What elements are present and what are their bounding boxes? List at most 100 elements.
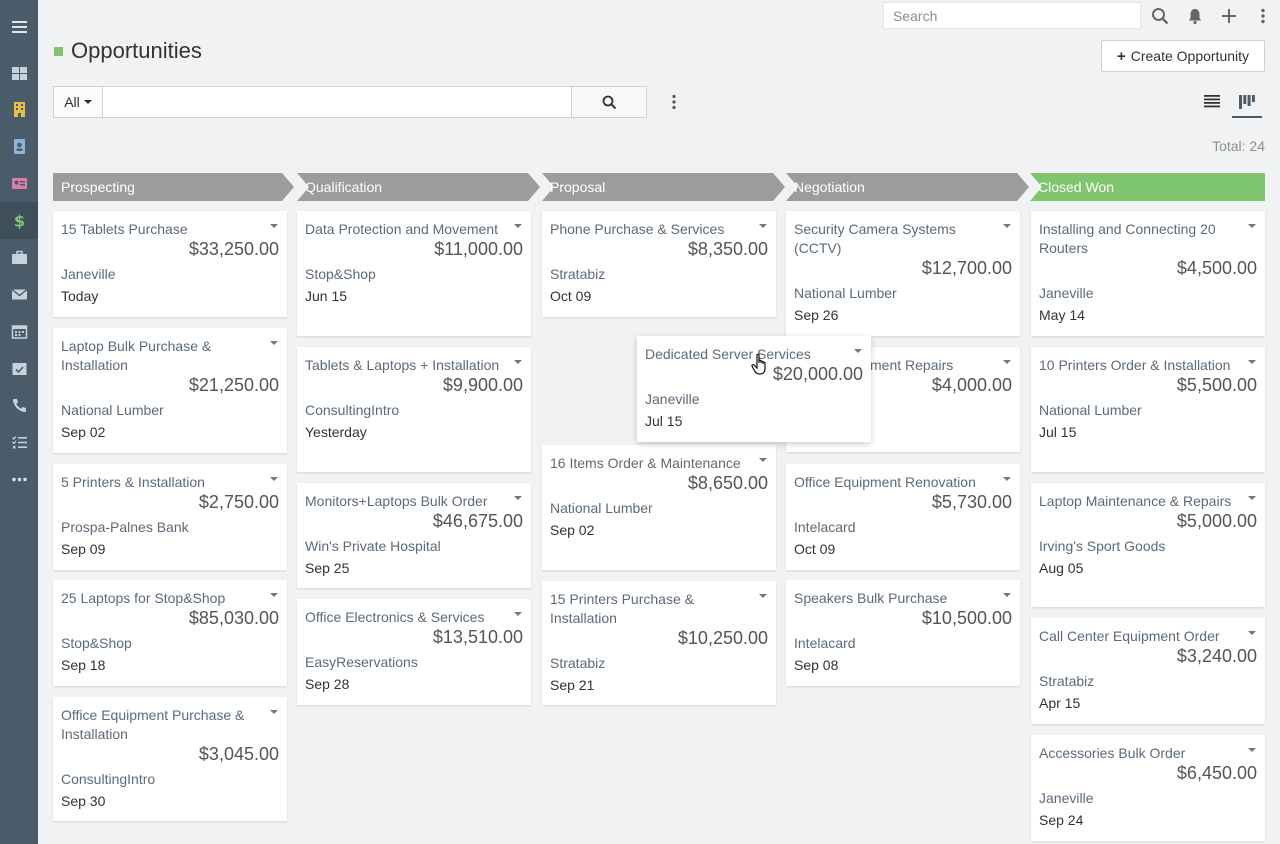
card-menu-caret-icon[interactable] [1003,593,1011,597]
card-name[interactable]: Security Camera Systems (CCTV) [794,221,956,256]
opportunity-card[interactable]: Installing and Connecting 20 Routers $4,… [1031,211,1265,336]
card-name[interactable]: Office Equipment Renovation [794,474,976,490]
contact-icon[interactable] [0,128,38,165]
card-menu-caret-icon[interactable] [270,710,278,714]
search-icon[interactable] [1150,6,1170,26]
card-menu-caret-icon[interactable] [270,341,278,345]
card-menu-caret-icon[interactable] [1248,496,1256,500]
card-account[interactable]: Intelacard [794,635,856,651]
card-name[interactable]: Installing and Connecting 20 Routers [1039,221,1216,256]
card-account[interactable]: Janeville [645,391,700,407]
card-name[interactable]: Data Protection and Movement [305,221,498,237]
dashboard-icon[interactable] [0,55,38,92]
opportunity-card[interactable]: 16 Items Order & Maintenance $8,650.00 N… [542,445,776,570]
kanban-view-icon[interactable] [1232,88,1262,118]
card-menu-caret-icon[interactable] [270,477,278,481]
plus-icon[interactable] [1219,6,1239,26]
opportunity-card[interactable]: 15 Printers Purchase & Installation $10,… [542,581,776,705]
kebab-menu-icon[interactable] [1253,6,1273,26]
opportunity-card[interactable]: Monitors+Laptops Bulk Order $46,675.00 W… [297,483,531,588]
filter-text-input[interactable] [103,87,571,117]
card-account[interactable]: Stratabiz [1039,673,1095,689]
card-name[interactable]: Office Electronics & Services [305,609,485,625]
card-name[interactable]: Dedicated Server Services [645,346,811,362]
dragging-opportunity-card[interactable]: Dedicated Server Services $20,000.00 Jan… [637,336,871,442]
card-menu-caret-icon[interactable] [514,496,522,500]
card-menu-caret-icon[interactable] [1003,477,1011,481]
opportunity-card[interactable]: Speakers Bulk Purchase $10,500.00 Intela… [786,580,1020,686]
opportunity-card[interactable]: Office Electronics & Services $13,510.00… [297,599,531,705]
card-account[interactable]: National Lumber [61,402,164,418]
opportunity-card[interactable]: Phone Purchase & Services $8,350.00 Stra… [542,211,776,317]
card-account[interactable]: ConsultingIntro [305,402,400,418]
filter-options-kebab-icon[interactable] [670,92,678,112]
hamburger-menu-icon[interactable] [0,8,38,45]
card-account[interactable]: Win's Private Hospital [305,538,441,554]
bell-icon[interactable] [1185,6,1205,26]
filter-scope-dropdown[interactable]: All [54,87,103,117]
card-menu-caret-icon[interactable] [759,224,767,228]
card-account[interactable]: Prospa-Palnes Bank [61,519,189,535]
phone-icon[interactable] [0,387,38,424]
card-account[interactable]: Stop&Shop [305,266,376,282]
card-menu-caret-icon[interactable] [514,224,522,228]
card-name[interactable]: Laptop Bulk Purchase & Installation [61,338,212,373]
opportunity-card[interactable]: Security Camera Systems (CCTV) $12,700.0… [786,211,1020,336]
card-name[interactable]: Monitors+Laptops Bulk Order [305,493,488,509]
briefcase-icon[interactable] [0,239,38,276]
card-menu-caret-icon[interactable] [1248,360,1256,364]
calendar-icon[interactable] [0,313,38,350]
card-account[interactable]: Stratabiz [550,266,606,282]
card-menu-caret-icon[interactable] [1003,360,1011,364]
card-menu-caret-icon[interactable] [1248,224,1256,228]
opportunity-card[interactable]: Office Equipment Purchase & Installation… [53,697,287,821]
opportunity-card[interactable]: Call Center Equipment Order $3,240.00 St… [1031,618,1265,724]
card-name[interactable]: 5 Printers & Installation [61,474,205,490]
card-account[interactable]: Janeville [1039,285,1094,301]
card-account[interactable]: Intelacard [794,519,856,535]
card-account[interactable]: ConsultingIntro [61,771,156,787]
card-name[interactable]: 10 Printers Order & Installation [1039,357,1231,373]
opportunity-card[interactable]: Laptop Bulk Purchase & Installation $21,… [53,328,287,453]
card-name[interactable]: Accessories Bulk Order [1039,745,1186,761]
card-account[interactable]: EasyReservations [305,654,418,670]
calendar-check-icon[interactable] [0,350,38,387]
card-menu-caret-icon[interactable] [270,593,278,597]
opportunity-card[interactable]: Tablets & Laptops + Installation $9,900.… [297,347,531,472]
building-icon[interactable] [0,91,38,128]
opportunity-card[interactable]: 5 Printers & Installation $2,750.00 Pros… [53,464,287,570]
filter-search-button[interactable] [571,87,646,117]
opportunity-card[interactable]: 10 Printers Order & Installation $5,500.… [1031,347,1265,472]
card-name[interactable]: Tablets & Laptops + Installation [305,357,500,373]
card-account[interactable]: Janeville [1039,790,1094,806]
card-account[interactable]: National Lumber [794,285,897,301]
opportunity-card[interactable]: Data Protection and Movement $11,000.00 … [297,211,531,336]
card-name[interactable]: 16 Items Order & Maintenance [550,455,741,471]
card-menu-caret-icon[interactable] [1003,224,1011,228]
card-menu-caret-icon[interactable] [514,612,522,616]
dollar-icon[interactable]: $ [0,202,38,239]
card-account[interactable]: National Lumber [550,500,653,516]
card-account[interactable]: Stop&Shop [61,635,132,651]
global-search-input[interactable] [883,2,1141,29]
card-name[interactable]: 15 Tablets Purchase [61,221,188,237]
card-name[interactable]: 15 Printers Purchase & Installation [550,591,694,626]
card-account[interactable]: Stratabiz [550,655,606,671]
card-name[interactable]: Phone Purchase & Services [550,221,725,237]
id-card-icon[interactable] [0,165,38,202]
card-menu-caret-icon[interactable] [514,360,522,364]
card-name[interactable]: Speakers Bulk Purchase [794,590,948,606]
card-name[interactable]: Office Equipment Purchase & Installation [61,707,245,742]
card-name[interactable]: 25 Laptops for Stop&Shop [61,590,226,606]
opportunity-card[interactable]: 25 Laptops for Stop&Shop $85,030.00 Stop… [53,580,287,686]
card-name[interactable]: Laptop Maintenance & Repairs [1039,493,1232,509]
create-opportunity-button[interactable]: + Create Opportunity [1101,40,1265,72]
card-menu-caret-icon[interactable] [759,458,767,462]
card-menu-caret-icon[interactable] [1248,748,1256,752]
card-menu-caret-icon[interactable] [854,349,862,353]
opportunity-card[interactable]: Laptop Maintenance & Repairs $5,000.00 I… [1031,483,1265,607]
more-icon[interactable] [0,461,38,498]
opportunity-card[interactable]: Accessories Bulk Order $6,450.00 Janevil… [1031,735,1265,841]
list-view-icon[interactable] [1200,90,1224,112]
card-menu-caret-icon[interactable] [270,224,278,228]
